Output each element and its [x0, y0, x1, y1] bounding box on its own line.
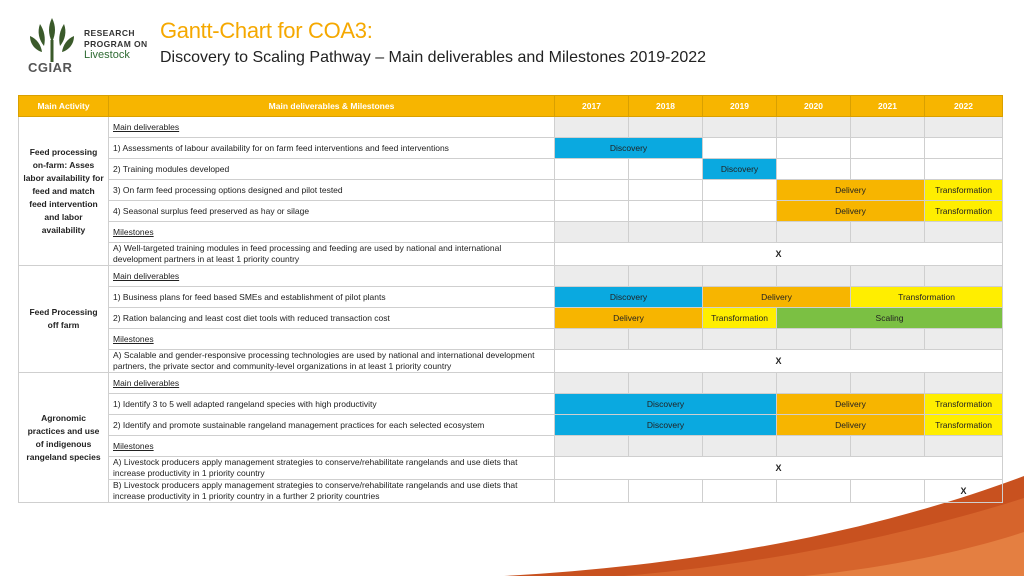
milestone-text: B) Livestock producers apply management … — [108, 479, 555, 503]
phase-bar-delivery: Delivery — [554, 307, 703, 329]
milestone-text: A) Livestock producers apply management … — [108, 456, 555, 480]
phase-bar-discovery: Discovery — [554, 414, 777, 436]
section-row: Feed Processing off farm Main deliverabl… — [18, 265, 1003, 373]
page-subtitle: Discovery to Scaling Pathway – Main deli… — [160, 49, 707, 66]
phase-bar-delivery: Delivery — [776, 393, 925, 415]
phase-bar-delivery: Delivery — [702, 286, 851, 308]
header-year: 2021 — [850, 95, 925, 117]
header-year: 2022 — [924, 95, 1003, 117]
table-row: A) Scalable and gender-responsive proces… — [19, 349, 1003, 373]
deliverable-text: 2) Training modules developed — [108, 158, 555, 180]
phase-bar-transformation: Transformation — [924, 414, 1003, 436]
section-label: Main deliverables — [108, 265, 555, 287]
activity-cell: Feed processing on-farm: Asses labor ava… — [18, 116, 109, 266]
program-logo: RESEARCH PROGRAM ON Livestock CGIAR — [22, 14, 152, 76]
phase-bar-discovery: Discovery — [554, 286, 703, 308]
section-row: Feed processing on-farm: Asses labor ava… — [18, 116, 1003, 266]
section-label: Milestones — [108, 221, 555, 243]
deliverable-text: 2) Ration balancing and least cost diet … — [108, 307, 555, 329]
table-row: 1) Business plans for feed based SMEs an… — [19, 286, 1003, 308]
deliverable-text: 1) Business plans for feed based SMEs an… — [108, 286, 555, 308]
cgiar-wordmark: CGIAR — [28, 60, 73, 75]
table-row: 1) Assessments of labour availability fo… — [19, 137, 1003, 159]
section-row: Milestones — [19, 221, 1003, 243]
deliverable-text: 4) Seasonal surplus feed preserved as ha… — [108, 200, 555, 222]
table-header-row: Main Activity Main deliverables & Milest… — [18, 95, 1003, 117]
logo-line1: RESEARCH — [84, 28, 135, 38]
milestone-mark: X — [554, 242, 1003, 266]
phase-bar-delivery: Delivery — [776, 414, 925, 436]
page-title: Gantt-Chart for COA3: — [160, 18, 373, 43]
deliverable-text: 2) Identify and promote sustainable rang… — [108, 414, 555, 436]
table-row: 2) Identify and promote sustainable rang… — [19, 414, 1003, 436]
milestone-mark: X — [554, 349, 1003, 373]
table-row: 3) On farm feed processing options desig… — [19, 179, 1003, 201]
table-row: 4) Seasonal surplus feed preserved as ha… — [19, 200, 1003, 222]
deliverable-text: 1) Assessments of labour availability fo… — [108, 137, 555, 159]
header-year: 2020 — [776, 95, 851, 117]
phase-bar-discovery: Discovery — [702, 158, 777, 180]
activity-cell: Agronomic practices and use of indigenou… — [18, 372, 109, 503]
table-row: A) Well-targeted training modules in fee… — [19, 242, 1003, 266]
gantt-table: Main Activity Main deliverables & Milest… — [18, 95, 1003, 503]
section-row: Milestones — [19, 435, 1003, 457]
section-label: Main deliverables — [108, 116, 555, 138]
phase-bar-delivery: Delivery — [776, 200, 925, 222]
table-row: 2) Training modules developed Discovery — [19, 158, 1003, 180]
milestone-text: A) Scalable and gender-responsive proces… — [108, 349, 555, 373]
header-year: 2017 — [554, 95, 629, 117]
header-deliverables: Main deliverables & Milestones — [108, 95, 555, 117]
wheat-logo-icon — [30, 18, 74, 62]
phase-bar-delivery: Delivery — [776, 179, 925, 201]
phase-bar-scaling: Scaling — [776, 307, 1003, 329]
section-label: Milestones — [108, 328, 555, 350]
table-row: B) Livestock producers apply management … — [19, 479, 1003, 503]
section-row: Agronomic practices and use of indigenou… — [18, 372, 1003, 503]
table-row: 1) Identify 3 to 5 well adapted rangelan… — [19, 393, 1003, 415]
header-main-activity: Main Activity — [18, 95, 109, 117]
logo-brand: Livestock — [84, 49, 130, 61]
header-year: 2018 — [628, 95, 703, 117]
table-row: 2) Ration balancing and least cost diet … — [19, 307, 1003, 329]
decorative-corner-swoosh — [504, 476, 1024, 576]
logo-text: RESEARCH PROGRAM ON Livestock — [84, 28, 148, 61]
phase-bar-transformation: Transformation — [924, 179, 1003, 201]
phase-bar-discovery: Discovery — [554, 137, 703, 159]
phase-bar-discovery: Discovery — [554, 393, 777, 415]
deliverable-text: 3) On farm feed processing options desig… — [108, 179, 555, 201]
section-label: Main deliverables — [108, 372, 555, 394]
header-year: 2019 — [702, 95, 777, 117]
phase-bar-transformation: Transformation — [850, 286, 1003, 308]
phase-bar-transformation: Transformation — [702, 307, 777, 329]
milestone-mark: X — [924, 479, 1003, 503]
phase-bar-transformation: Transformation — [924, 200, 1003, 222]
milestone-text: A) Well-targeted training modules in fee… — [108, 242, 555, 266]
table-row: A) Livestock producers apply management … — [19, 456, 1003, 480]
section-row: Milestones — [19, 328, 1003, 350]
activity-cell: Feed Processing off farm — [18, 265, 109, 373]
phase-bar-transformation: Transformation — [924, 393, 1003, 415]
milestone-mark: X — [554, 456, 1003, 480]
logo-line2: PROGRAM ON — [84, 39, 148, 49]
section-label: Milestones — [108, 435, 555, 457]
deliverable-text: 1) Identify 3 to 5 well adapted rangelan… — [108, 393, 555, 415]
